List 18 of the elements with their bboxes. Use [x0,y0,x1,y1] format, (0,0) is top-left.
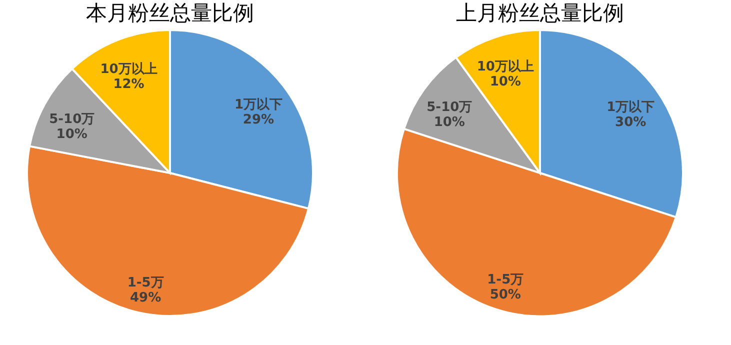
slice-label: 5-10万 [49,112,95,128]
data-label: 30% [615,115,646,130]
data-label: 50% [490,288,521,303]
slice-label: 5-10万 [426,100,472,116]
slice-label: 10万以上 [100,62,158,77]
data-label: 12% [113,76,144,92]
slice-label: 1万以下 [606,100,655,116]
chart-title: 本月粉丝总量比例 [86,1,254,25]
chart-title: 上月粉丝总量比例 [456,1,624,25]
slice-label: 1-5万 [127,275,164,290]
slice-label: 1-5万 [487,272,524,288]
data-label: 49% [130,290,162,306]
slice-label: 10万以上 [476,59,534,74]
data-label: 10% [434,115,465,130]
data-label: 10% [490,74,521,90]
data-label: 29% [242,112,274,128]
data-label: 10% [56,127,88,142]
slice-label: 1万以下 [234,97,283,112]
